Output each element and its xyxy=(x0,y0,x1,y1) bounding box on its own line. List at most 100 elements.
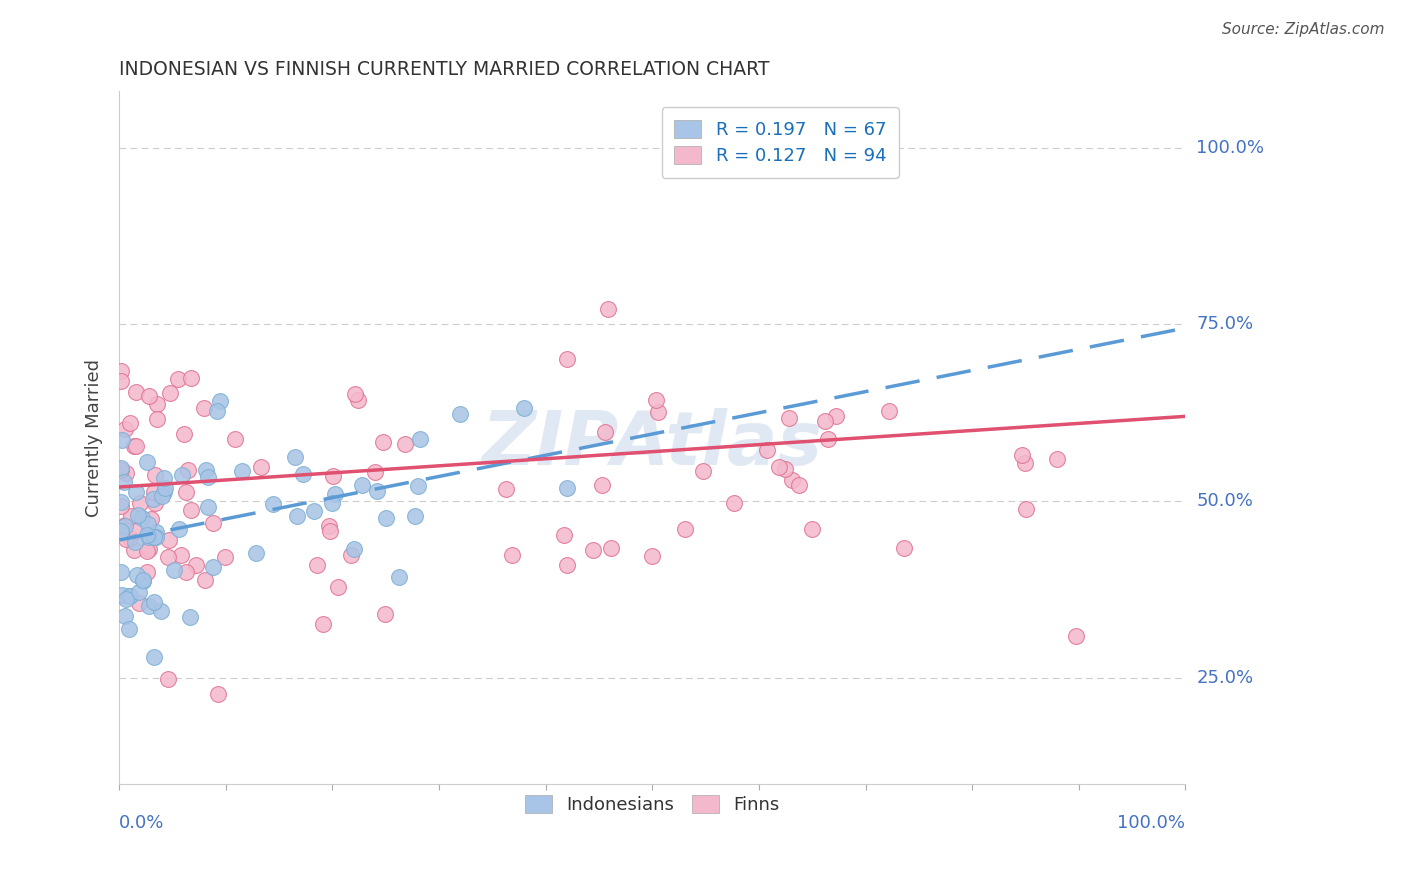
Point xyxy=(110,499,132,513)
Point xyxy=(555,351,578,366)
Point xyxy=(174,565,197,579)
Point xyxy=(641,549,664,564)
Point xyxy=(115,532,138,546)
Point xyxy=(582,542,605,557)
Point xyxy=(120,416,142,430)
Point xyxy=(1015,501,1038,516)
Point xyxy=(122,542,145,557)
Point xyxy=(388,569,411,583)
Point xyxy=(555,481,578,495)
Point xyxy=(132,573,155,587)
Legend: Indonesians, Finns: Indonesians, Finns xyxy=(516,786,789,823)
Point xyxy=(553,528,575,542)
Point xyxy=(312,616,335,631)
Point xyxy=(152,470,174,484)
Point xyxy=(129,496,152,510)
Point xyxy=(321,496,343,510)
Point xyxy=(110,524,132,538)
Point xyxy=(170,467,193,482)
Point xyxy=(817,432,839,446)
Point xyxy=(591,478,613,492)
Point xyxy=(145,525,167,540)
Point xyxy=(136,544,159,558)
Point xyxy=(768,459,790,474)
Point xyxy=(152,484,174,499)
Text: 75.0%: 75.0% xyxy=(1197,316,1254,334)
Point xyxy=(110,565,132,579)
Point xyxy=(893,541,915,555)
Point xyxy=(197,500,219,515)
Point xyxy=(135,528,157,542)
Point xyxy=(114,466,136,480)
Point xyxy=(146,397,169,411)
Point xyxy=(224,432,246,446)
Point xyxy=(177,463,200,477)
Point xyxy=(124,534,146,549)
Point xyxy=(114,519,136,533)
Point xyxy=(343,387,366,401)
Point xyxy=(169,522,191,536)
Point xyxy=(755,442,778,457)
Point xyxy=(302,504,325,518)
Point xyxy=(136,565,159,579)
Point xyxy=(136,530,159,544)
Point xyxy=(157,533,180,548)
Point xyxy=(114,421,136,435)
Point xyxy=(163,563,186,577)
Point xyxy=(231,464,253,478)
Point xyxy=(180,502,202,516)
Point xyxy=(136,455,159,469)
Point xyxy=(340,548,363,562)
Point xyxy=(111,588,134,602)
Point xyxy=(166,372,188,386)
Point xyxy=(692,465,714,479)
Point xyxy=(150,489,173,503)
Point xyxy=(142,491,165,506)
Point xyxy=(143,468,166,483)
Point xyxy=(159,385,181,400)
Point xyxy=(142,485,165,500)
Point xyxy=(364,465,387,479)
Point xyxy=(197,470,219,484)
Point xyxy=(114,517,136,532)
Point xyxy=(115,591,138,606)
Point xyxy=(143,595,166,609)
Point xyxy=(173,427,195,442)
Point xyxy=(284,450,307,464)
Point xyxy=(110,495,132,509)
Point xyxy=(138,599,160,614)
Point xyxy=(114,609,136,624)
Point xyxy=(1011,448,1033,462)
Point xyxy=(207,404,229,418)
Point xyxy=(128,584,150,599)
Text: 100.0%: 100.0% xyxy=(1197,139,1264,157)
Point xyxy=(170,548,193,562)
Point xyxy=(136,516,159,531)
Text: Source: ZipAtlas.com: Source: ZipAtlas.com xyxy=(1222,22,1385,37)
Point xyxy=(201,560,224,574)
Point xyxy=(131,510,153,524)
Point xyxy=(305,558,328,572)
Point xyxy=(208,393,231,408)
Text: ZIPAtlas: ZIPAtlas xyxy=(482,409,823,481)
Text: INDONESIAN VS FINNISH CURRENTLY MARRIED CORRELATION CHART: INDONESIAN VS FINNISH CURRENTLY MARRIED … xyxy=(120,60,769,78)
Point xyxy=(193,401,215,416)
Point xyxy=(118,622,141,636)
Point xyxy=(118,589,141,603)
Point xyxy=(207,687,229,701)
Point xyxy=(347,393,370,408)
Point xyxy=(644,392,666,407)
Point xyxy=(127,568,149,582)
Point xyxy=(245,546,267,560)
Text: 0.0%: 0.0% xyxy=(120,814,165,832)
Point xyxy=(118,531,141,545)
Point xyxy=(125,524,148,539)
Point xyxy=(373,434,395,449)
Point xyxy=(127,508,149,523)
Point xyxy=(1046,451,1069,466)
Point xyxy=(112,475,135,489)
Point xyxy=(143,649,166,664)
Point xyxy=(156,549,179,564)
Point xyxy=(1064,629,1087,643)
Text: 100.0%: 100.0% xyxy=(1118,814,1185,832)
